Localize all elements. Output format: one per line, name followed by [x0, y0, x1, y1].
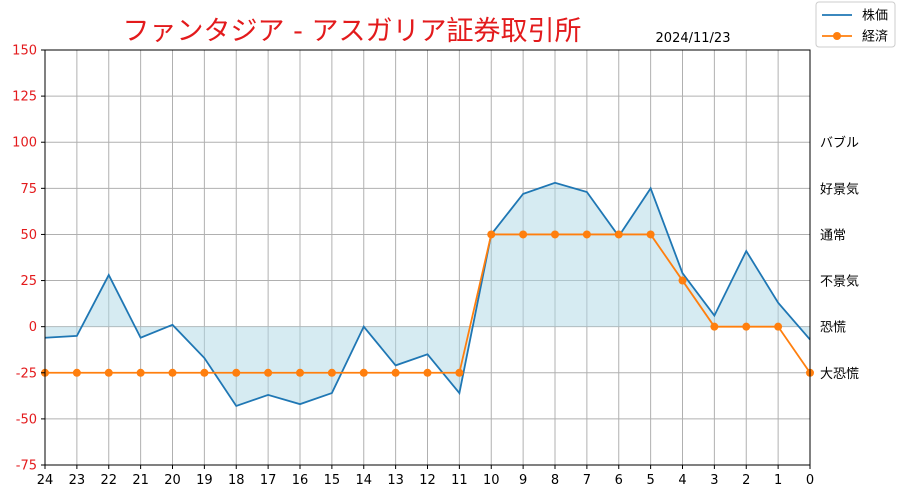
price-fill-area — [45, 182, 810, 406]
x-tick-label: 11 — [451, 473, 468, 488]
x-tick-label: 1 — [774, 473, 782, 488]
economy-point — [296, 368, 304, 377]
x-tick-label: 21 — [132, 473, 149, 488]
economy-point — [423, 368, 432, 377]
economy-point — [678, 276, 687, 285]
x-tick-label: 15 — [324, 473, 341, 488]
regime-label: 恐慌 — [820, 321, 846, 336]
y-tick-label: 125 — [12, 90, 37, 105]
economy-point — [136, 368, 145, 377]
y-tick-label: -25 — [16, 366, 37, 381]
economy-point — [646, 230, 655, 239]
x-tick-label: 0 — [806, 473, 814, 488]
x-tick-label: 9 — [519, 473, 527, 488]
x-tick-label: 13 — [387, 473, 404, 488]
regime-label: 大恐慌 — [820, 367, 859, 382]
x-tick-label: 18 — [228, 473, 245, 488]
economy-point — [168, 368, 177, 377]
legend-label: 経済 — [862, 29, 888, 45]
economy-point — [200, 368, 209, 377]
y-tick-label: 100 — [12, 136, 37, 151]
regime-label: 通常 — [820, 228, 846, 243]
x-tick-label: 16 — [292, 473, 309, 488]
economy-point — [742, 322, 751, 331]
economy-point — [359, 368, 368, 377]
x-tick-label: 23 — [69, 473, 86, 488]
economy-point — [264, 368, 273, 377]
economy-point — [582, 230, 591, 239]
x-tick-label: 2 — [742, 473, 750, 488]
economy-point — [551, 230, 559, 239]
x-tick-label: 7 — [583, 473, 591, 488]
legend-label: 株価 — [862, 9, 888, 24]
economy-point — [774, 322, 783, 331]
x-tick-label: 14 — [355, 473, 372, 488]
x-tick-label: 20 — [164, 473, 181, 488]
y-tick-label: -50 — [16, 412, 37, 427]
x-tick-label: 17 — [260, 473, 277, 488]
economy-point — [72, 368, 81, 377]
economy-point — [614, 230, 623, 239]
grid — [44, 49, 811, 466]
chart-title: ファンタジア - アスガリア証券取引所 — [123, 16, 582, 47]
y-tick-label: 75 — [20, 182, 37, 197]
y-tick-label: 50 — [20, 228, 37, 243]
economy-point — [710, 322, 719, 331]
x-tick-label: 10 — [483, 473, 500, 488]
x-tick-label: 8 — [551, 473, 559, 488]
regime-label: バブル — [820, 135, 859, 151]
economy-point — [104, 368, 113, 377]
economy-point — [391, 368, 400, 377]
x-tick-label: 24 — [37, 473, 54, 488]
x-tick-label: 3 — [710, 473, 718, 488]
x-tick-label: 6 — [615, 473, 623, 488]
x-tick-label: 22 — [100, 473, 117, 488]
y-tick-label: 150 — [12, 44, 37, 59]
y-tick-label: 25 — [20, 274, 37, 289]
economy-point — [487, 230, 496, 239]
y-tick-label: -75 — [16, 459, 37, 474]
economy-point — [232, 368, 241, 377]
y-tick-label: 0 — [29, 320, 37, 335]
x-tick-label: 5 — [646, 473, 654, 488]
regime-label: 好景気 — [820, 181, 859, 197]
regime-label: 不景気 — [820, 274, 859, 290]
x-tick-label: 4 — [678, 473, 686, 488]
series-line-stock — [44, 181, 811, 408]
x-tick-label: 12 — [419, 473, 436, 488]
economy-point — [327, 368, 336, 377]
chart-date: 2024/11/23 — [656, 31, 731, 46]
x-tick-label: 19 — [196, 473, 213, 488]
economy-point — [519, 230, 528, 239]
legend-marker — [833, 32, 841, 40]
economy-point — [455, 368, 464, 377]
fill-layer — [45, 182, 810, 406]
